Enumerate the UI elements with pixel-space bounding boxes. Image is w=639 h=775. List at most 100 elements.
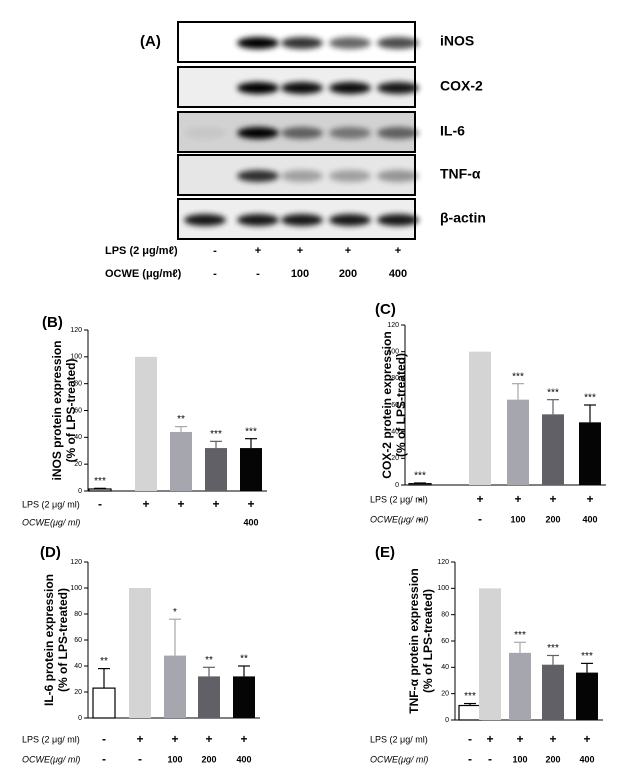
- y-tick-label: 40: [391, 429, 399, 436]
- bar: [507, 399, 529, 485]
- bar: [88, 488, 112, 492]
- y-axis-label: COX-2 protein expression: [380, 331, 394, 478]
- bar: [576, 672, 598, 720]
- y-tick-label: 60: [441, 638, 449, 645]
- row-value: +: [549, 732, 556, 746]
- panel-label: (E): [375, 544, 395, 561]
- bar: [205, 448, 227, 491]
- row-label: LPS (2 μg/ ml): [22, 499, 80, 509]
- row-value: +: [549, 492, 556, 506]
- y-tick-label: 40: [74, 663, 82, 670]
- y-tick-label: 80: [74, 611, 82, 618]
- bar: [479, 588, 501, 720]
- blot-band: [329, 82, 371, 94]
- row-label: OCWE(μg/ ml): [370, 754, 428, 764]
- row-value: +: [171, 732, 178, 746]
- y-tick-label: 100: [437, 585, 449, 592]
- row-value: 200: [201, 754, 216, 764]
- y-tick-label: 0: [78, 715, 82, 722]
- blot-band: [329, 170, 371, 182]
- y-tick-label: 120: [387, 322, 399, 329]
- row-value: -: [418, 492, 422, 506]
- protein-label: IL-6: [440, 123, 465, 139]
- treatment-value: +: [345, 245, 351, 257]
- row-value: +: [205, 732, 212, 746]
- bar: [408, 483, 432, 486]
- significance: **: [177, 414, 185, 425]
- row-value: 400: [243, 517, 258, 527]
- row-value: +: [514, 492, 521, 506]
- blot-band: [281, 37, 323, 49]
- significance: *: [173, 607, 177, 618]
- row-value: +: [136, 732, 143, 746]
- protein-label: β-actin: [440, 210, 486, 226]
- blot-band: [281, 214, 323, 226]
- row-value: +: [476, 492, 483, 506]
- row-value: 400: [582, 514, 597, 524]
- row-value: +: [586, 492, 593, 506]
- bar: [579, 422, 601, 485]
- bar: [469, 351, 491, 485]
- bar: [164, 655, 186, 718]
- bar: [135, 356, 157, 491]
- y-axis-label: IL-6 protein expression: [42, 574, 56, 706]
- blot-band: [377, 214, 419, 226]
- treatment-value: -: [213, 245, 217, 257]
- bar: [92, 687, 116, 719]
- row-value: +: [583, 732, 590, 746]
- blot-band: [237, 37, 279, 49]
- row-value: +: [516, 732, 523, 746]
- bar: [129, 588, 151, 718]
- row-value: 200: [545, 754, 560, 764]
- significance: **: [100, 656, 108, 667]
- y-tick-label: 100: [70, 585, 82, 592]
- significance: ***: [547, 387, 559, 398]
- y-tick-label: 20: [74, 689, 82, 696]
- y-axis-label: iNOS protein expression: [50, 340, 64, 480]
- row-value: -: [478, 512, 482, 526]
- significance: ***: [514, 630, 526, 641]
- row-value: +: [212, 497, 219, 511]
- treatment-value: -: [256, 268, 260, 280]
- row-value: -: [418, 512, 422, 526]
- blot-band: [237, 214, 279, 226]
- bar: [458, 704, 482, 721]
- blot-band: [377, 170, 419, 182]
- row-value: -: [138, 752, 142, 766]
- y-tick-label: 0: [78, 488, 82, 495]
- y-tick-label: 40: [74, 434, 82, 441]
- row-value: +: [142, 497, 149, 511]
- row-value: -: [468, 732, 472, 746]
- bar: [542, 414, 564, 485]
- bar: [240, 448, 262, 491]
- row-value: 200: [545, 514, 560, 524]
- y-axis-label: (% of LPS-treated): [421, 589, 435, 693]
- y-tick-label: 100: [70, 354, 82, 361]
- panel-label: (C): [375, 301, 396, 318]
- row-value: +: [177, 497, 184, 511]
- row-value: -: [102, 752, 106, 766]
- treatment-label: OCWE (μg/mℓ): [105, 268, 182, 280]
- blot-band: [281, 82, 323, 94]
- panel-label: (A): [140, 33, 161, 50]
- y-tick-label: 80: [74, 381, 82, 388]
- significance: ***: [245, 426, 257, 437]
- treatment-label: LPS (2 μg/mℓ): [105, 245, 178, 257]
- significance: **: [240, 654, 248, 665]
- y-tick-label: 40: [441, 664, 449, 671]
- row-label: OCWE(μg/ ml): [22, 517, 80, 527]
- row-label: OCWE(μg/ ml): [22, 754, 80, 764]
- blot-band: [237, 170, 279, 182]
- row-value: 100: [167, 754, 182, 764]
- row-value: -: [102, 732, 106, 746]
- blot-band: [329, 214, 371, 226]
- row-value: -: [488, 752, 492, 766]
- row-label: OCWE(μg/ ml): [370, 514, 428, 524]
- y-tick-label: 120: [70, 559, 82, 566]
- y-tick-label: 80: [441, 612, 449, 619]
- y-tick-label: 20: [441, 691, 449, 698]
- row-label: LPS (2 μg/ ml): [370, 734, 428, 744]
- significance: ***: [512, 371, 524, 382]
